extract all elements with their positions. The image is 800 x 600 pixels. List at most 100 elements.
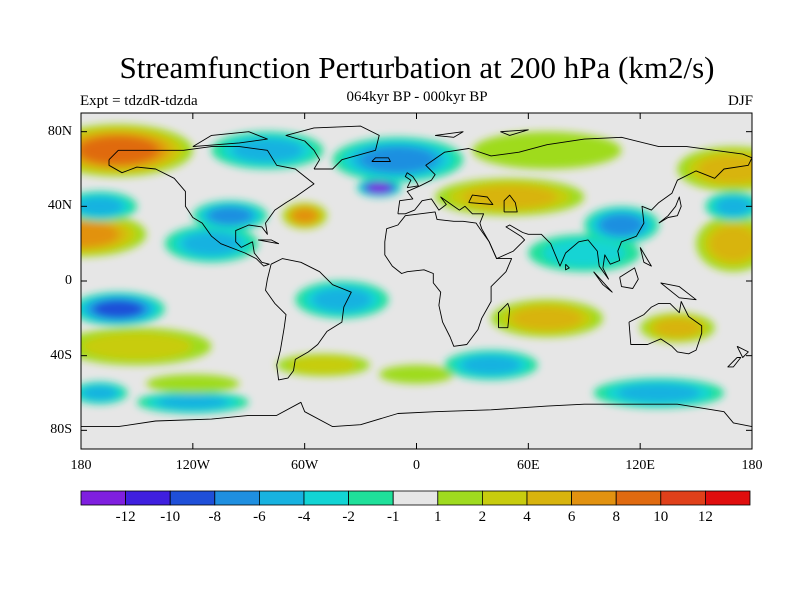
anomaly-contour [462,185,557,209]
lon-tick-label: 120W [175,458,210,473]
anomaly-contour [511,306,583,331]
anomaly-contour [698,154,752,184]
colorbar-label: -8 [208,509,222,525]
coastline-segment [658,196,682,224]
colorbar-swatch [526,490,572,506]
colorbar-swatch [169,490,216,506]
colorbar-label: -4 [297,509,311,525]
colorbar-swatch [258,490,305,506]
coastline-segment [384,211,513,347]
anomaly-contour [715,196,751,216]
coastline-segment [435,131,464,138]
lat-tick-label: 80N [47,123,72,139]
coastline-segment [565,263,570,271]
anomaly-contour [81,332,193,361]
coastline-segment [660,282,697,301]
lon-tick-label: 180 [70,458,92,473]
colorbar-swatch [392,490,439,506]
colorbar-label: -2 [342,509,355,525]
axis-ticks [80,113,753,449]
plot-title: Streamfunction Perturbation at 200 hPa (… [119,50,715,85]
colorbar-label: 4 [523,509,531,525]
coastline-segment [404,172,419,189]
coastline-segment [192,131,268,148]
anomaly-contour [81,196,124,216]
lon-tick-label: 60E [517,458,540,473]
colorbar-label: 6 [567,509,576,525]
anomaly-contour [472,131,622,169]
anomaly-contour [600,214,643,236]
coastline-segment [628,301,703,355]
lat-tick-label: 40S [50,347,72,363]
coastline-segment [397,136,752,280]
colorbar-label: 10 [653,509,669,525]
coastline-segment [736,345,749,358]
colorbar-swatch [125,490,171,506]
colorbar-swatch [303,490,349,506]
colorbar-label: -1 [386,509,400,525]
anomaly-contour [291,208,318,224]
coastline-segment [81,401,752,428]
coastline-segment [285,125,380,170]
anomaly-contour [146,374,240,393]
colorbar-swatch [80,490,126,506]
colorbar-swatch [437,490,483,506]
colorbar-swatch [660,490,706,506]
lon-tick-label: 120E [625,458,655,473]
coastline-segment [498,302,511,329]
colorbar-swatch [348,490,394,506]
anomaly-contour [379,365,454,384]
coastline-segment [258,239,280,245]
colorbar-label: 12 [697,509,713,525]
anomaly-contour [360,146,435,173]
colorbar-label: -12 [115,509,136,525]
anomaly-contour [82,385,118,401]
colorbar [80,490,751,506]
coastline-segment [265,258,352,381]
anomaly-contour [157,395,228,410]
anomaly-contour [208,207,252,225]
coastline-segment [500,129,529,136]
colorbar-label: 1 [434,509,442,525]
anomaly-contour [182,231,241,256]
lat-tick-label: 40N [47,198,72,214]
anomaly-contour [312,287,372,312]
coastline-segment [108,146,315,267]
coastline-segment [371,157,391,162]
colorbar-swatch [481,490,528,506]
coastline-segment [593,271,613,293]
coastline-segment [727,357,742,368]
anomaly-contour [93,300,143,318]
coastline-segment [639,247,652,267]
coastlines [81,125,752,428]
colorbar-swatch [615,490,662,506]
anomaly-contour [542,239,626,267]
anomaly-contour [461,355,521,375]
colorbar-swatch [705,490,751,506]
plot-subtitle: 064kyr BP - 000kyr BP [346,89,488,105]
coastline-segment [619,267,639,289]
experiment-label: Expt = tdzdR-tdzda [80,93,198,109]
season-label: DJF [727,93,753,109]
lon-tick-label: 0 [413,458,420,473]
anomaly-contour [81,221,118,248]
lat-tick-label: 80S [50,422,72,438]
colorbar-swatch [214,490,260,506]
coastline-segment [503,194,518,213]
colorbar-label: 8 [612,509,620,525]
colorbar-swatch [571,490,617,506]
colorbar-label: -10 [160,509,181,525]
colorbar-label: -6 [253,509,266,525]
anomaly-contour [288,356,358,374]
anomaly-contour [709,226,752,262]
anomaly-contour [654,318,701,338]
anomaly-contour [368,183,390,193]
lat-tick-label: 0 [65,273,72,288]
anomaly-contour [617,383,700,403]
streamfunction-field [81,113,752,449]
colorbar-label: 2 [478,509,487,525]
lon-tick-label: 60W [291,458,319,473]
coastline-segment [468,194,494,205]
lon-tick-label: 180 [741,458,763,473]
